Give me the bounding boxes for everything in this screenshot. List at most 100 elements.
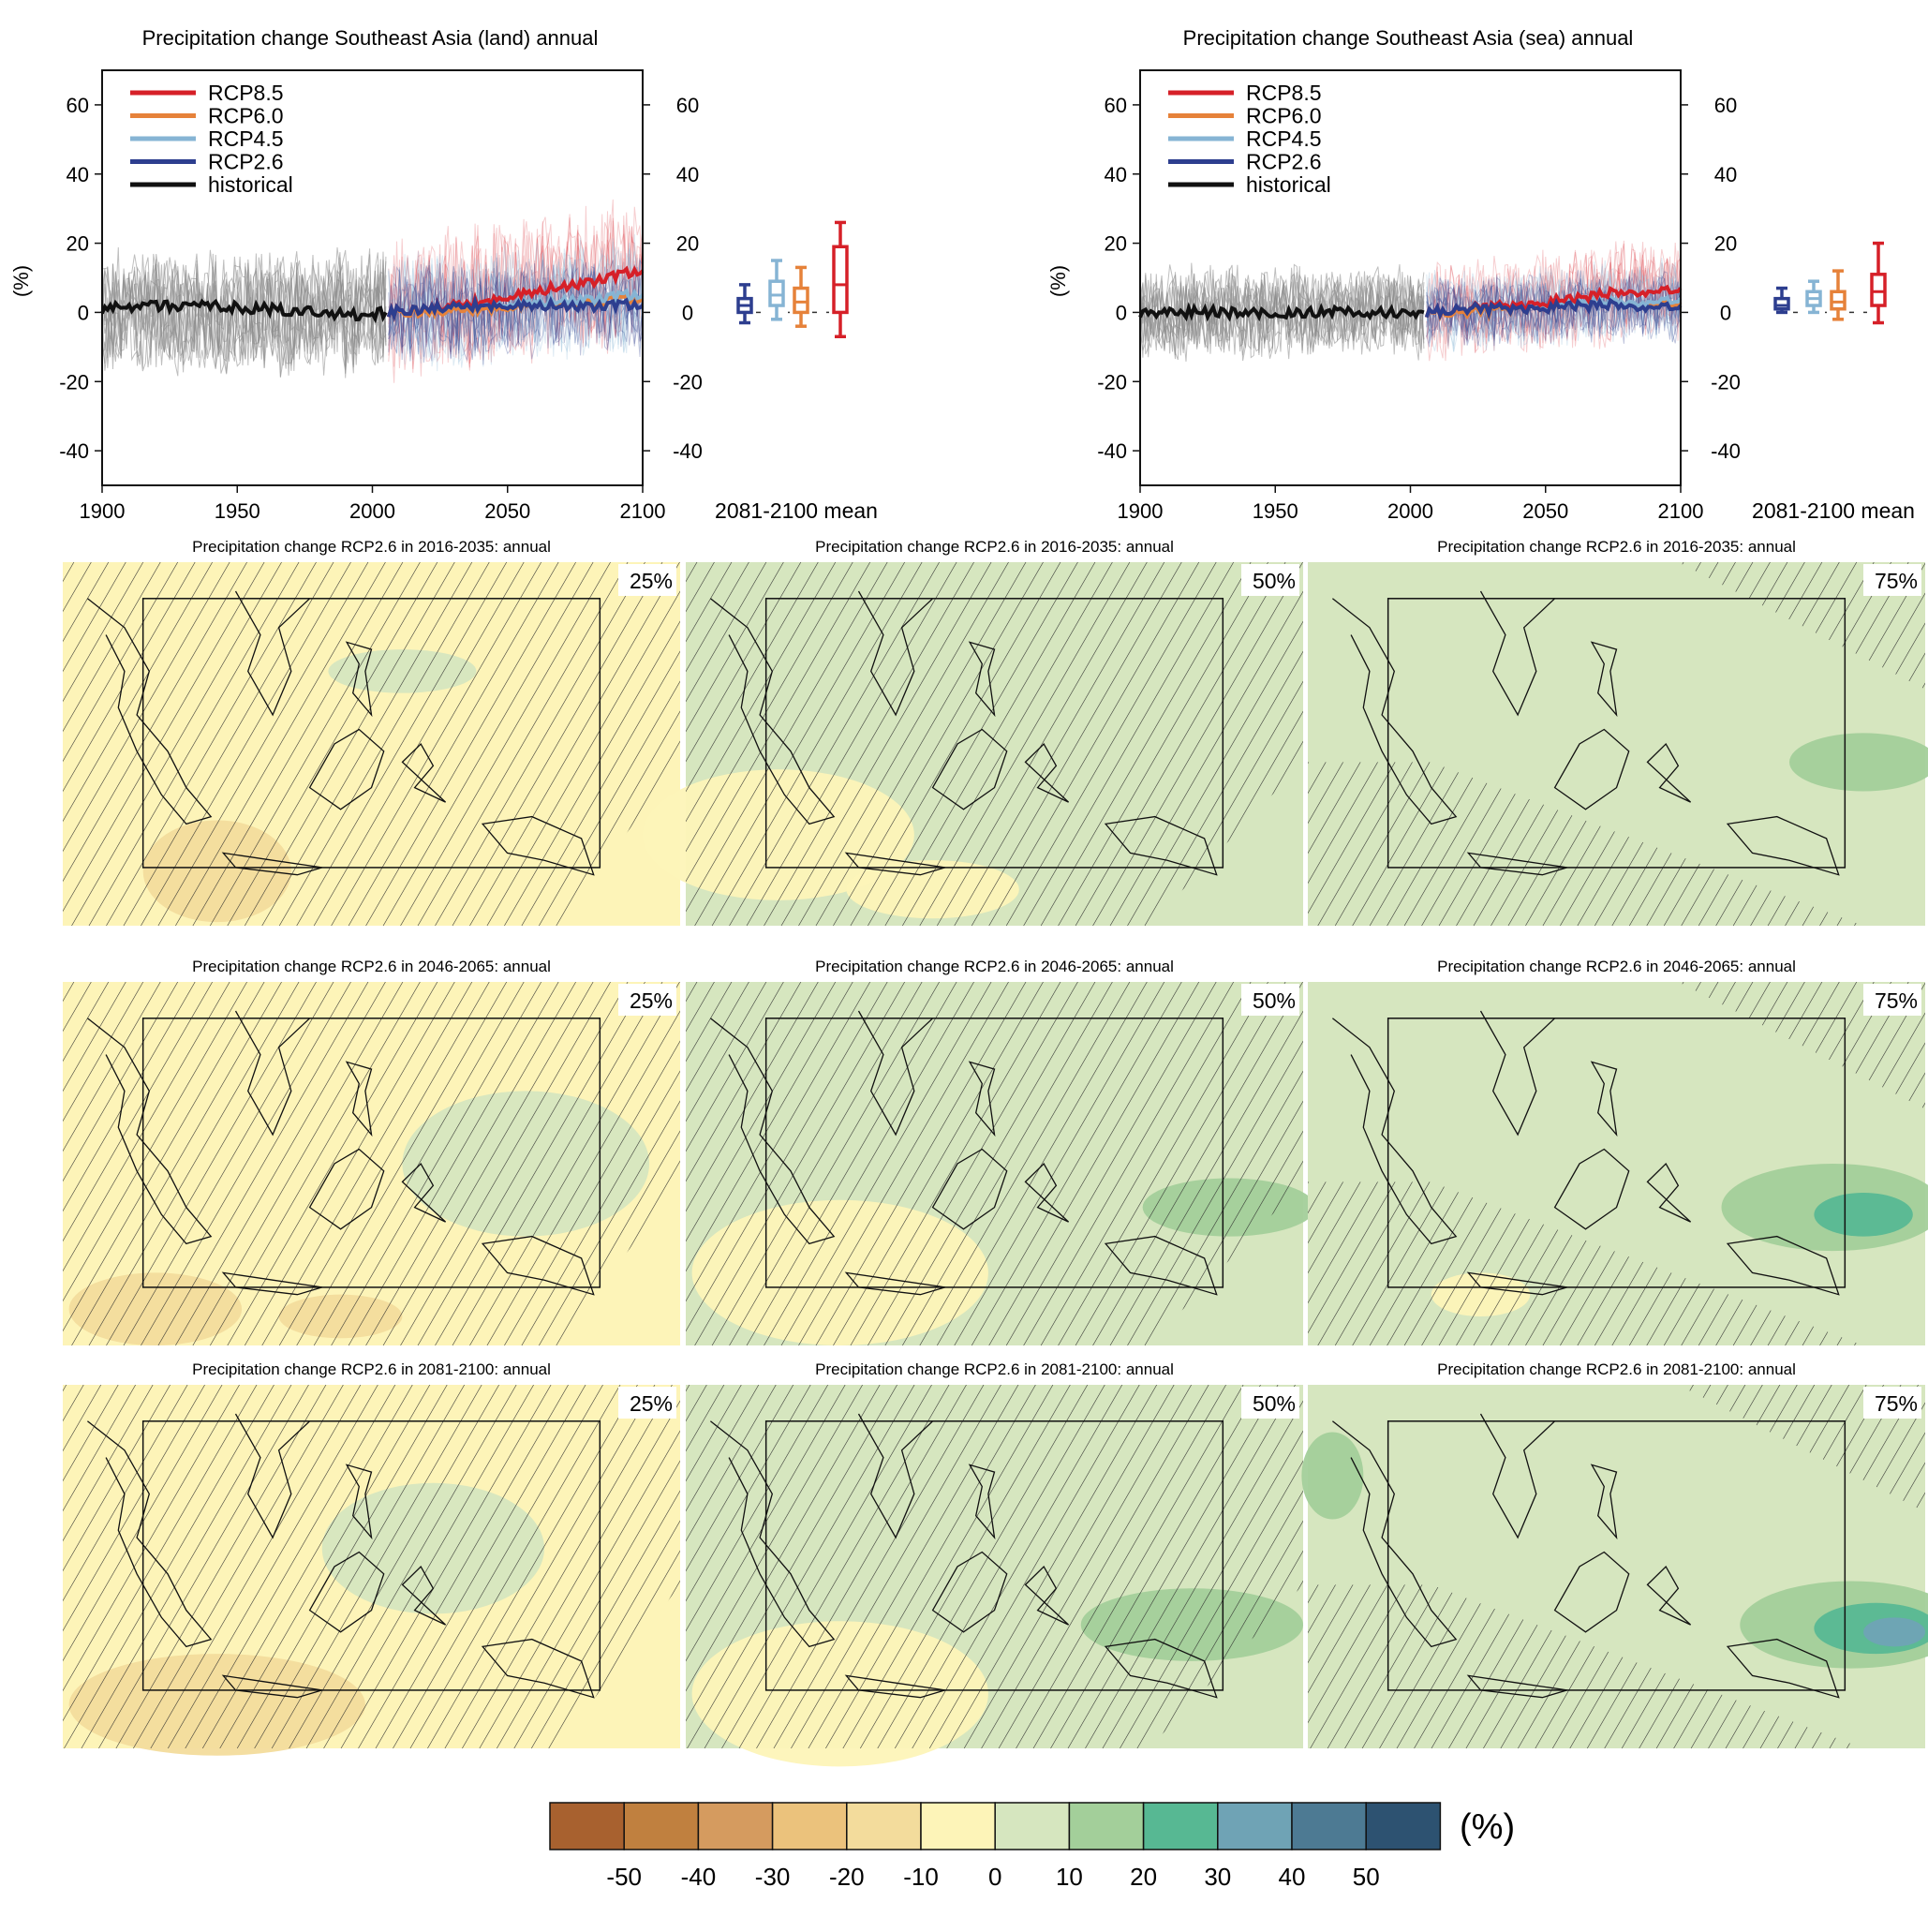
map-contour-patch (1301, 1432, 1364, 1520)
map-hatching (1308, 1181, 1864, 1345)
percentile-label-bg (618, 564, 676, 596)
map-coastline (844, 1271, 945, 1296)
ensemble-member-line (101, 246, 387, 378)
y-tick-label: 0 (78, 301, 89, 324)
map-contour-patch (1789, 733, 1928, 792)
legend-label: RCP2.6 (1246, 150, 1322, 174)
map-coastline (1466, 1674, 1567, 1699)
ensemble-member-line (102, 249, 387, 373)
map-coastline (86, 598, 213, 825)
map-coastline (401, 1162, 447, 1223)
ensemble-member-line (388, 215, 644, 367)
chart-title: Precipitation change Southeast Asia (sea… (1183, 26, 1634, 50)
map-coastline (857, 1413, 934, 1539)
x-tick-label: 2050 (484, 499, 530, 523)
percentile-label-bg (618, 984, 676, 1016)
boxplot-label: 2081-2100 mean (715, 498, 878, 523)
map-coastline (1479, 1413, 1556, 1539)
map-hatching (1308, 1584, 1864, 1748)
legend-label: RCP2.6 (208, 150, 284, 174)
x-tick-label: 2100 (620, 499, 666, 523)
box-iqr (1773, 296, 1790, 311)
ensemble-member-line (388, 238, 644, 365)
map-coastline (844, 1674, 945, 1699)
map-coastline (1024, 1162, 1070, 1223)
map-coastline (481, 1235, 595, 1296)
percentile-label-bg (1241, 984, 1299, 1016)
timeseries-chart-land: Precipitation change Southeast Asia (lan… (9, 26, 878, 523)
x-tick-label: 2100 (1658, 499, 1704, 523)
map-coastline (1104, 1235, 1218, 1296)
map-panel: Precipitation change RCP2.6 in 2016-2035… (1308, 538, 1928, 926)
ensemble-member-line (388, 243, 644, 358)
ensemble-member-line (388, 260, 644, 358)
map-coastline (1024, 742, 1070, 803)
colorbar-tick-label: -50 (606, 1863, 642, 1891)
map-coastline (481, 1638, 595, 1699)
map-coastline (968, 1464, 996, 1540)
ensemble-member-line (388, 262, 644, 362)
colorbar-tick-label: -30 (755, 1863, 791, 1891)
y-tick-label-right: 20 (1714, 232, 1737, 256)
map-coastline (1590, 641, 1618, 718)
colorbar-tick-label: -40 (681, 1863, 717, 1891)
map-coastline (234, 1413, 311, 1539)
map-coastline (86, 1018, 213, 1245)
percentile-label: 75% (1875, 988, 1918, 1013)
map-panel: Precipitation change RCP2.6 in 2046-2065… (686, 958, 1316, 1345)
y-tick-label-right: -20 (673, 370, 703, 394)
percentile-label: 25% (630, 569, 673, 593)
legend-label: historical (1246, 172, 1331, 197)
percentile-label: 25% (630, 988, 673, 1013)
series-lines (1138, 284, 1683, 322)
y-tick-label: -20 (1097, 370, 1127, 394)
map-region-box (1387, 598, 1846, 869)
map-coastline (931, 1551, 1008, 1633)
map-region-box (1387, 1420, 1846, 1691)
ensemble-member-line (388, 205, 644, 373)
series-line-historical (100, 298, 388, 324)
map-coastline (1331, 598, 1458, 825)
map-coastline (345, 1464, 373, 1540)
map-title: Precipitation change RCP2.6 in 2046-2065… (192, 958, 551, 975)
percentile-label-bg (1863, 564, 1921, 596)
ensemble-member-line (1426, 248, 1682, 342)
map-coastline (308, 728, 385, 810)
ensemble-member-line (388, 243, 644, 367)
y-tick-label-right: 60 (1714, 94, 1737, 117)
box-iqr (768, 279, 785, 307)
map-coastline (234, 590, 311, 717)
map-coastline (1590, 1061, 1618, 1137)
map-contour-patch (1814, 1193, 1913, 1237)
y-tick-label-right: 0 (1720, 301, 1731, 324)
map-title: Precipitation change RCP2.6 in 2016-2035… (815, 538, 1174, 556)
map-coastline (345, 641, 373, 718)
colorbar-cell (1365, 1802, 1442, 1850)
plot-frame (1139, 69, 1682, 486)
map-coastline (1646, 742, 1692, 803)
map-region-box (1387, 1018, 1846, 1288)
map-region-box (764, 1420, 1224, 1691)
boxplots (1773, 241, 1887, 325)
map-coastline (1646, 1162, 1692, 1223)
map-coastline (1553, 1148, 1630, 1230)
map-coastline (308, 1551, 385, 1633)
y-tick-label: 0 (1116, 301, 1127, 324)
map-panel: Precipitation change RCP2.6 in 2081-2100… (686, 1360, 1303, 1767)
map-coastline (1726, 1638, 1840, 1699)
legend-label: RCP8.5 (1246, 81, 1322, 105)
colorbar-unit: (%) (1460, 1807, 1515, 1847)
map-coastline (709, 1420, 836, 1648)
ensemble-member-line (388, 217, 644, 383)
map-coastline (931, 1148, 1008, 1230)
ensemble-member-line (388, 237, 644, 357)
y-tick-label: -40 (1097, 439, 1127, 463)
percentile-label: 25% (630, 1391, 673, 1416)
map-coastline (1479, 590, 1556, 717)
map-coastline (481, 815, 595, 876)
ensemble-member-line (1426, 241, 1682, 349)
box-iqr (1870, 273, 1887, 307)
map-coastline (1331, 1018, 1458, 1245)
